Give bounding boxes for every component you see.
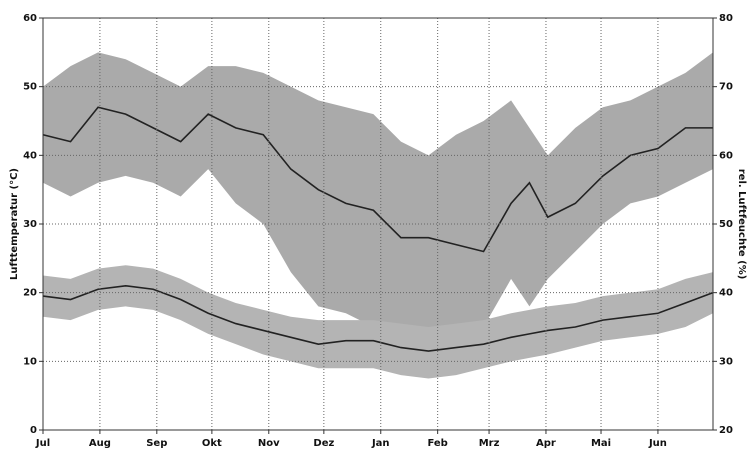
y-tick-label: 60 (23, 13, 37, 24)
x-tick-label: Jan (371, 438, 390, 449)
x-tick-label: Dez (313, 438, 334, 449)
y-tick-label: 20 (23, 288, 37, 299)
y-tick-label: 50 (23, 82, 37, 93)
y2-tick-label: 50 (719, 219, 733, 230)
plot-frame (42, 17, 714, 431)
y2-tick-label: 20 (719, 425, 733, 436)
x-tick-label: Nov (258, 438, 280, 449)
y2-tick-label: 70 (719, 82, 733, 93)
x-tick-label: Jul (35, 438, 50, 449)
x-tick-label: Mrz (479, 438, 500, 449)
y2-axis-label: rel. Luftfeuchte (%) (736, 169, 747, 280)
y-tick-label: 40 (23, 150, 37, 161)
y-tick-label: 10 (23, 356, 37, 367)
range-band (43, 52, 713, 334)
x-tick-label: Apr (536, 438, 556, 449)
x-tick-label: Sep (146, 438, 167, 449)
y-tick-label: 30 (23, 219, 37, 230)
y-axis-label: Lufttemperatur (°C) (9, 168, 20, 280)
mean-line (42, 284, 714, 352)
y2-tick-label: 40 (719, 288, 733, 299)
mean-line (42, 106, 713, 253)
y2-tick-label: 30 (719, 356, 733, 367)
y2-tick-label: 80 (719, 13, 733, 24)
x-tick-label: Jun (648, 438, 667, 449)
x-tick-label: Feb (427, 438, 447, 449)
x-tick-label: Mai (591, 438, 611, 449)
range-band (43, 265, 713, 379)
y2-tick-label: 60 (719, 150, 733, 161)
y-tick-label: 0 (30, 425, 37, 436)
x-tick-label: Aug (89, 438, 111, 449)
x-tick-label: Okt (202, 438, 222, 449)
